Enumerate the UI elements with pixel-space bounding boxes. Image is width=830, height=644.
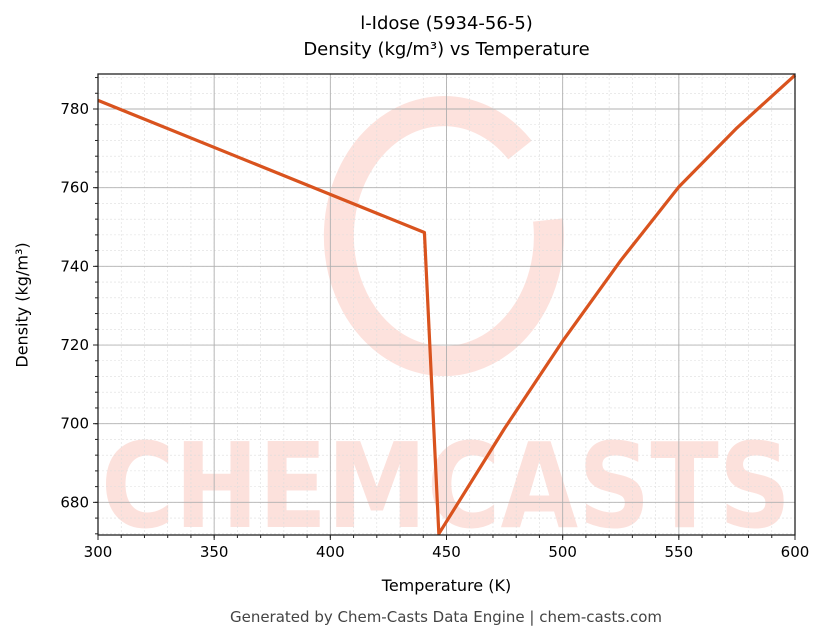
chart-subtitle: Density (kg/m³) vs Temperature	[303, 39, 590, 60]
x-axis-label: Temperature (K)	[381, 576, 512, 595]
x-tick-label: 300	[84, 543, 113, 561]
x-tick-label: 500	[548, 543, 577, 561]
y-tick-label: 780	[60, 100, 89, 118]
y-tick-label: 740	[60, 257, 89, 275]
watermark-logo-arc	[323, 96, 564, 377]
x-tick-label: 450	[432, 543, 461, 561]
y-tick-label: 680	[60, 493, 89, 511]
y-axis-label: Density (kg/m³)	[12, 242, 32, 368]
y-tick-label: 700	[60, 415, 89, 433]
x-tick-label: 550	[665, 543, 694, 561]
chemcasts-watermark: CHEMCASTS	[101, 96, 791, 555]
density-series-line	[97, 73, 797, 536]
chart-title: l-Idose (5934-56-5)	[360, 13, 533, 34]
x-tick-label: 350	[200, 543, 229, 561]
footer-credit: Generated by Chem-Casts Data Engine | ch…	[229, 608, 663, 626]
y-tick-label: 760	[60, 179, 89, 197]
x-tick-label: 600	[781, 543, 810, 561]
watermark-text: CHEMCASTS	[101, 417, 791, 555]
y-tick-label: 720	[60, 336, 89, 354]
x-tick-label: 400	[316, 543, 345, 561]
